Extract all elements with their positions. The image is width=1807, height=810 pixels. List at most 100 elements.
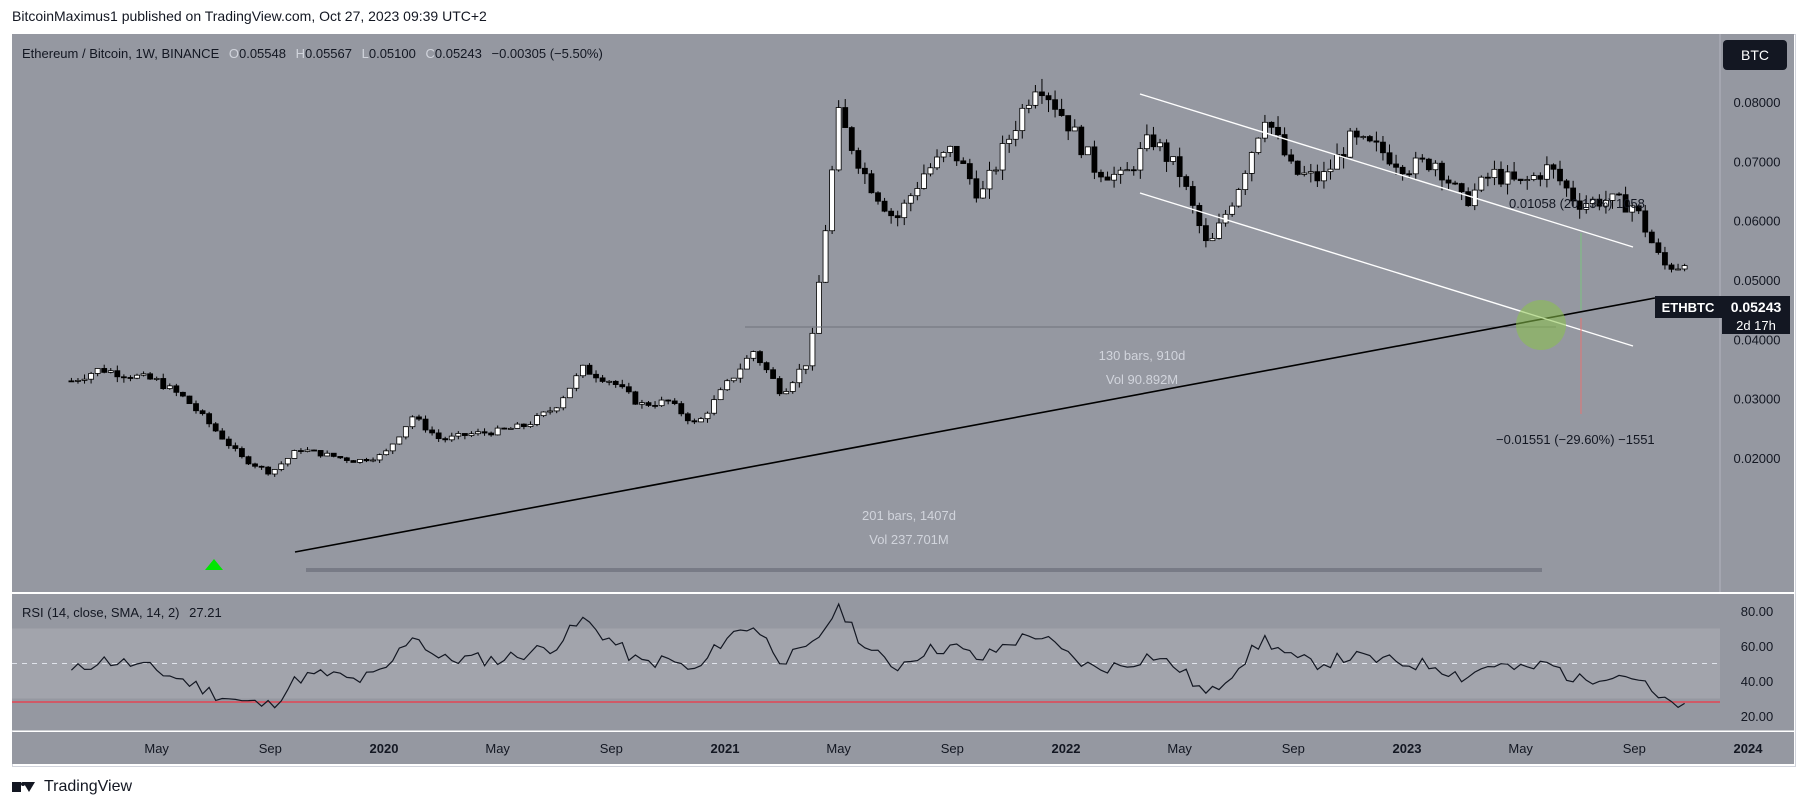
candle xyxy=(534,415,540,425)
candle xyxy=(1091,146,1098,173)
candle xyxy=(763,362,770,371)
candle xyxy=(881,200,888,212)
candle xyxy=(507,427,514,430)
price-pane[interactable] xyxy=(12,34,1720,592)
candle xyxy=(481,431,488,434)
price-tick-label: 0.03000 xyxy=(1734,392,1781,407)
candle xyxy=(1058,108,1065,116)
candle xyxy=(619,384,626,388)
candle xyxy=(409,416,416,428)
time-tick-label: 2024 xyxy=(1734,741,1764,756)
candle xyxy=(599,377,606,382)
candle xyxy=(901,202,908,219)
candle xyxy=(258,465,265,468)
footer-brand[interactable]: TradingView xyxy=(12,778,132,796)
candle xyxy=(730,377,737,382)
candle xyxy=(953,145,960,162)
candle xyxy=(1419,157,1426,160)
candle xyxy=(566,387,573,399)
currency-button[interactable] xyxy=(1723,40,1787,70)
rsi-axis[interactable] xyxy=(1720,594,1794,731)
candle xyxy=(68,380,75,383)
candle xyxy=(848,127,855,151)
candle xyxy=(1517,178,1524,181)
candle xyxy=(894,215,901,219)
candle xyxy=(1386,152,1393,165)
candle xyxy=(245,456,252,465)
candle xyxy=(166,385,173,390)
candle xyxy=(284,457,291,465)
candle xyxy=(153,378,160,380)
channel-upper-line xyxy=(1139,93,1634,248)
candle xyxy=(1616,193,1622,196)
candle xyxy=(317,450,324,457)
time-tick-label: 2020 xyxy=(370,741,399,756)
candle xyxy=(855,150,862,169)
symbol-legend[interactable]: Ethereum / Bitcoin, 1W, BINANCE O0.05548… xyxy=(22,46,603,61)
candle xyxy=(265,466,272,475)
time-axis[interactable] xyxy=(12,732,1794,764)
high-label: H xyxy=(296,46,305,61)
candle xyxy=(199,410,206,415)
candle xyxy=(540,411,547,417)
candle xyxy=(796,368,803,384)
candle xyxy=(330,452,337,457)
symbol-tag xyxy=(1655,296,1722,318)
candle xyxy=(993,169,999,172)
candle xyxy=(1130,169,1137,172)
candle xyxy=(757,351,763,364)
candle xyxy=(501,427,508,430)
candle xyxy=(494,427,501,436)
candle xyxy=(743,357,750,370)
candle xyxy=(1642,210,1649,233)
target-down-label: −0.01551 (−29.60%) −1551 xyxy=(1496,432,1655,447)
price-tick-label: 0.05000 xyxy=(1734,273,1781,288)
candle xyxy=(888,210,895,217)
rsi-legend-label[interactable]: RSI (14, close, SMA, 14, 2) 27.21 xyxy=(22,605,222,620)
candle xyxy=(278,463,285,470)
candle xyxy=(1262,121,1268,139)
candle xyxy=(1189,186,1196,206)
candle xyxy=(711,399,717,414)
candle xyxy=(252,463,258,467)
symbol-name: Ethereum / Bitcoin, 1W, BINANCE xyxy=(22,46,220,61)
candle xyxy=(219,430,226,440)
candle xyxy=(147,373,154,380)
candle xyxy=(468,433,475,436)
candle xyxy=(179,391,186,397)
candle xyxy=(684,413,691,422)
candle xyxy=(547,410,554,413)
candle xyxy=(1170,156,1177,162)
time-tick-label: Sep xyxy=(1623,741,1646,756)
candle xyxy=(1668,264,1675,270)
price-tag xyxy=(1722,296,1790,334)
candle xyxy=(239,448,245,458)
candle xyxy=(573,375,580,389)
candle xyxy=(225,438,232,447)
time-tick-label: 2023 xyxy=(1393,741,1422,756)
candle xyxy=(455,433,462,437)
time-tick-label: Sep xyxy=(259,741,282,756)
published-header: BitcoinMaximus1 published on TradingView… xyxy=(12,8,487,24)
candle xyxy=(966,163,973,180)
change-value: −0.00305 (−5.50%) xyxy=(492,46,603,61)
tradingview-logo-icon xyxy=(12,780,38,794)
candle xyxy=(907,195,914,204)
candle xyxy=(1563,180,1570,189)
candle xyxy=(1216,222,1222,239)
candle xyxy=(1465,191,1472,207)
candle xyxy=(940,152,947,158)
candle xyxy=(101,368,108,373)
candle xyxy=(625,386,632,393)
candle xyxy=(809,332,816,367)
candle xyxy=(1248,152,1255,174)
candle xyxy=(1032,91,1039,106)
candle xyxy=(343,457,350,461)
time-tick-label: May xyxy=(1508,741,1533,756)
candle xyxy=(750,351,757,359)
candle xyxy=(1229,205,1236,215)
candle xyxy=(829,169,836,232)
candle xyxy=(717,389,724,401)
close-label: C xyxy=(425,46,434,61)
